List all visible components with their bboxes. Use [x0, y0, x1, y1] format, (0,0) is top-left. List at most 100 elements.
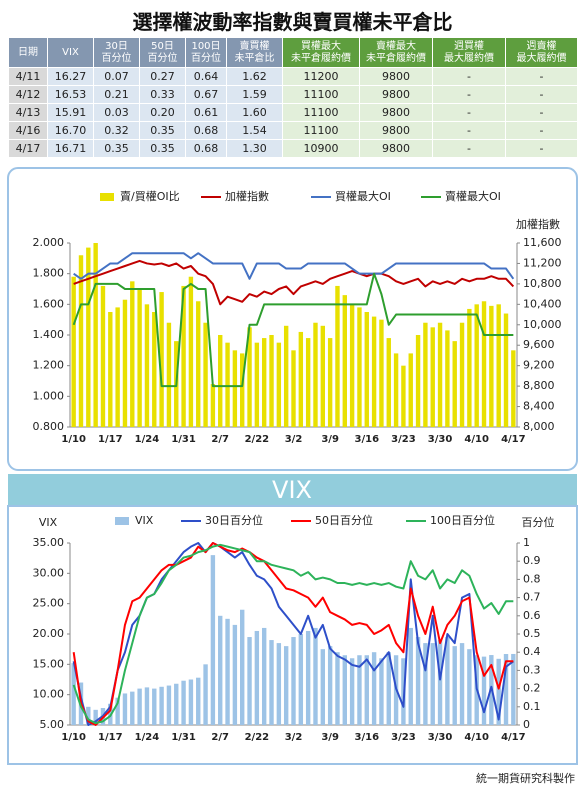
table-cell: 0.64	[185, 67, 227, 86]
table-cell: 9800	[359, 67, 433, 86]
bar	[166, 322, 172, 427]
x-tick-label: 1/24	[135, 732, 160, 743]
bar	[269, 335, 274, 427]
bar	[203, 664, 208, 725]
x-tick-label: 4/17	[501, 434, 526, 445]
y2-tick-label: 8,000	[523, 420, 555, 433]
bar	[393, 353, 399, 427]
bar	[430, 327, 435, 427]
y2-tick-label: 0.7	[523, 591, 541, 604]
legend-label: 賣/買權OI比	[120, 189, 180, 203]
legend-swatch	[100, 193, 114, 201]
bar	[298, 331, 304, 427]
bar	[232, 350, 238, 427]
bar	[327, 646, 333, 725]
bar	[181, 285, 186, 427]
table-cell: 0.20	[139, 103, 186, 122]
bar	[313, 322, 318, 427]
x-tick-label: 3/9	[321, 434, 339, 445]
bar	[349, 304, 355, 427]
bar	[481, 301, 487, 427]
bar	[503, 654, 509, 725]
table-cell: -	[505, 85, 578, 104]
bar	[115, 697, 120, 725]
table-cell: 10900	[282, 139, 360, 158]
bar	[437, 640, 443, 725]
y2-tick-label: 10,000	[523, 318, 562, 331]
table-row: 4/17 16.71 0.35 0.35 0.68 1.30 10900 9800- -	[8, 139, 578, 158]
bar	[240, 609, 245, 725]
y2-tick-label: 0.5	[523, 627, 541, 640]
bar	[93, 709, 98, 725]
y2-tick-label: 1	[523, 536, 530, 549]
table-cell: 買權最大 未平倉履約價	[282, 37, 360, 68]
table-cell: 週買權 最大履約價	[432, 37, 506, 68]
table-cell: 日期	[8, 37, 48, 68]
table-cell: 0.21	[93, 85, 140, 104]
table-row: 4/13 15.91 0.03 0.20 0.61 1.60 11100 9800- -	[8, 103, 578, 122]
bar	[130, 281, 135, 427]
table-cell: -	[505, 121, 578, 140]
table-cell: 4/13	[8, 103, 48, 122]
table-cell: 1.59	[226, 85, 283, 104]
bar	[137, 289, 142, 427]
y2-tick-label: 0	[523, 718, 530, 731]
table-cell: 11100	[282, 121, 360, 140]
table-cell: -	[505, 139, 578, 158]
table-cell: 0.35	[139, 121, 186, 140]
bar	[459, 322, 465, 427]
x-tick-label: 3/16	[355, 732, 380, 743]
bar	[261, 338, 267, 427]
bar	[408, 353, 413, 427]
bar	[269, 640, 274, 725]
table-cell: 4/17	[8, 139, 48, 158]
table-cell: 9800	[359, 103, 433, 122]
bar	[335, 652, 340, 725]
y-tick-label: 1.200	[33, 359, 65, 372]
table-cell: VIX	[47, 37, 94, 68]
table-cell: 0.67	[185, 85, 227, 104]
legend-label: 100日百分位	[430, 513, 495, 527]
table-cell: 0.32	[93, 121, 140, 140]
bar	[71, 276, 76, 427]
bar	[452, 646, 457, 725]
bar	[327, 338, 333, 427]
bar	[408, 627, 413, 725]
table-cell: 1.60	[226, 103, 283, 122]
table-cell: 9800	[359, 85, 433, 104]
bar	[122, 693, 128, 725]
table-cell: -	[432, 139, 506, 158]
table-cell: 9800	[359, 121, 433, 140]
x-tick-label: 1/17	[98, 434, 123, 445]
bar	[467, 649, 472, 725]
x-tick-label: 3/16	[355, 434, 380, 445]
bar	[386, 652, 391, 725]
page-title: 選擇權波動率指數與賣買權未平倉比	[132, 10, 453, 34]
table-cell: 1.54	[226, 121, 283, 140]
legend-label: 50日百分位	[315, 513, 373, 527]
table-cell: 11100	[282, 85, 360, 104]
table-cell: -	[505, 103, 578, 122]
bar	[218, 335, 223, 427]
bar	[386, 338, 391, 427]
bar	[283, 325, 289, 427]
bar	[276, 643, 282, 725]
bar	[210, 384, 216, 427]
y2-tick-label: 8,800	[523, 379, 555, 392]
bar	[320, 325, 326, 427]
bar	[371, 316, 377, 427]
bar	[349, 658, 355, 725]
bar	[379, 319, 384, 427]
bar	[130, 691, 135, 725]
table-row: 日期 VIX 30日 百分位 50日 百分位 100日 百分位 賣買權 未平倉比 買權最大 …	[8, 37, 578, 68]
bar	[371, 652, 377, 725]
bar	[152, 312, 157, 427]
bar	[364, 655, 369, 725]
bar	[240, 353, 245, 427]
bar	[511, 653, 516, 725]
y2-tick-label: 11,600	[523, 236, 562, 249]
bar	[305, 338, 311, 427]
y-tick-label: 35.00	[33, 536, 65, 549]
table-cell: 0.35	[139, 139, 186, 158]
x-tick-label: 1/17	[98, 732, 123, 743]
